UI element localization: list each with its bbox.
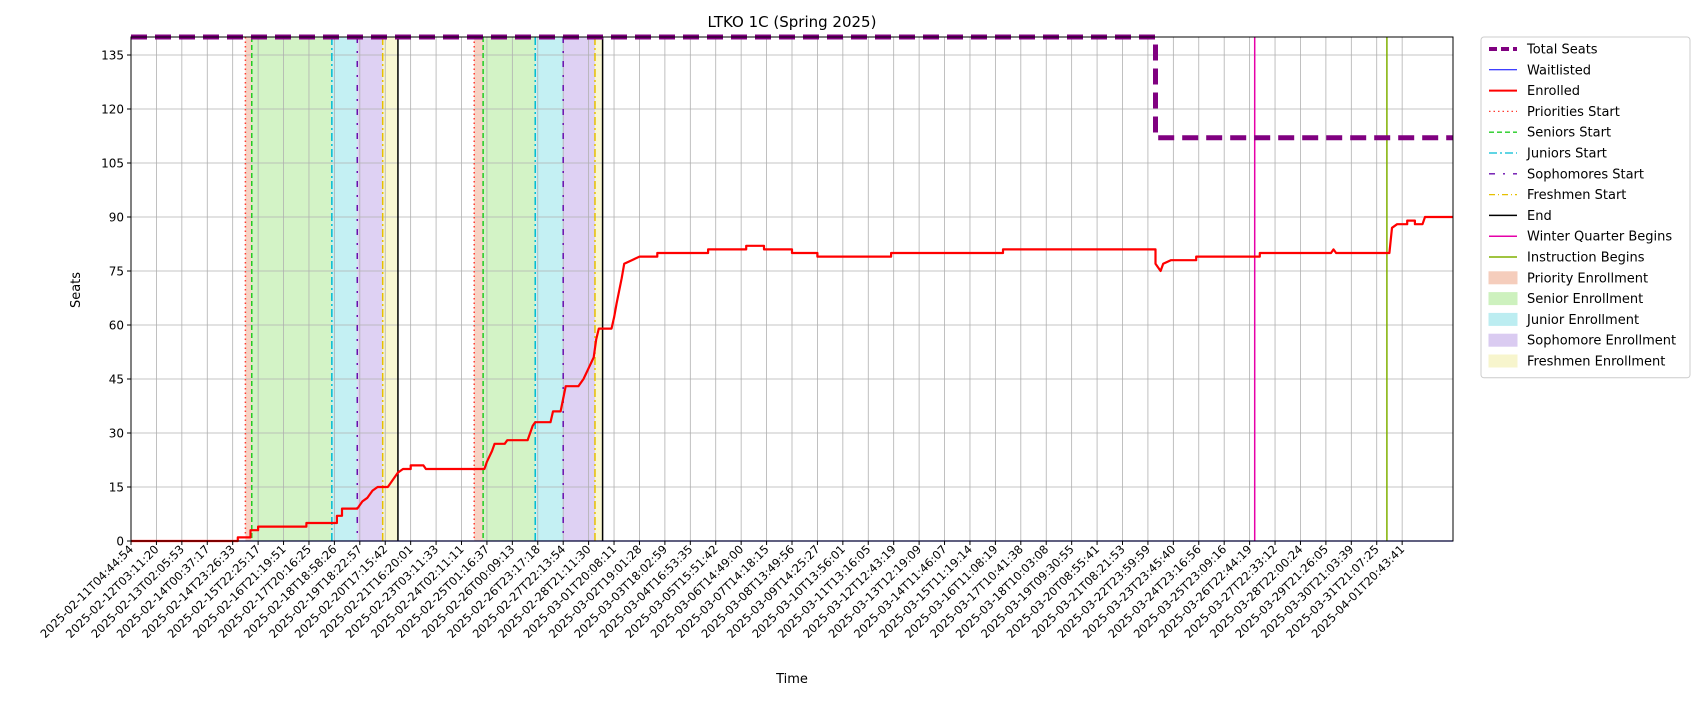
legend-entry: Seniors Start [1489, 126, 1611, 141]
y-tick-label: 90 [109, 211, 124, 225]
chart-title: LTKO 1C (Spring 2025) [708, 13, 877, 31]
y-tick-label: 135 [101, 49, 124, 63]
legend-entry: Enrolled [1489, 84, 1580, 99]
legend-swatch [1488, 333, 1518, 347]
y-tick-label: 30 [109, 427, 124, 441]
y-tick-label: 75 [109, 265, 124, 279]
legend-label: End [1527, 209, 1552, 224]
y-tick-label: 120 [101, 103, 124, 117]
legend-entry: Priority Enrollment [1488, 271, 1648, 286]
plot-area: 01530456075901051201352025-02-11T04:44:5… [37, 34, 1454, 641]
shaded-region [563, 37, 595, 541]
y-tick-label: 45 [109, 373, 124, 387]
y-tick-label: 0 [116, 535, 124, 549]
legend-label: Senior Enrollment [1527, 292, 1643, 307]
legend-label: Instruction Begins [1527, 251, 1645, 266]
shaded-region [474, 37, 484, 541]
legend: Total Seats Waitlisted Enrolled Priorities … [1480, 36, 1691, 379]
shaded-region [535, 37, 564, 541]
legend-entry: Sophomore Enrollment [1488, 333, 1676, 349]
legend-swatch [1488, 354, 1518, 368]
legend-label: Junior Enrollment [1526, 313, 1639, 328]
shaded-region [245, 37, 252, 541]
shaded-region [251, 37, 332, 541]
legend-entry: Sophomores Start [1489, 167, 1644, 182]
legend-label: Enrolled [1527, 84, 1580, 99]
legend-label: Seniors Start [1527, 126, 1611, 141]
shaded-region [357, 37, 383, 541]
series-line [131, 215, 1453, 543]
legend-entry: Senior Enrollment [1488, 292, 1643, 307]
legend-entry: Waitlisted [1489, 63, 1591, 78]
legend-entry: Winter Quarter Begins [1489, 230, 1672, 245]
shaded-region [331, 37, 358, 541]
x-axis-label: Time [775, 672, 808, 687]
legend-entry: Freshmen Enrollment [1488, 354, 1665, 370]
y-axis-label: Seats [69, 272, 84, 308]
legend-label: Sophomore Enrollment [1527, 334, 1676, 349]
y-tick-label: 15 [109, 481, 124, 495]
legend-entry: Total Seats [1489, 43, 1598, 58]
y-tick-label: 105 [101, 157, 124, 171]
legend-label: Freshmen Start [1527, 188, 1626, 203]
legend-entry: Priorities Start [1489, 105, 1620, 120]
legend-label: Sophomores Start [1527, 167, 1644, 182]
legend-entry: Instruction Begins [1489, 251, 1645, 266]
legend-label: Total Seats [1526, 43, 1598, 58]
legend-label: Juniors Start [1526, 147, 1607, 162]
legend-label: Priority Enrollment [1527, 271, 1648, 286]
legend-label: Waitlisted [1527, 63, 1591, 78]
shaded-region [483, 37, 536, 541]
legend-entry: Freshmen Start [1489, 188, 1626, 203]
legend-swatch [1488, 271, 1518, 285]
legend-box [1480, 36, 1691, 379]
legend-label: Priorities Start [1527, 105, 1620, 120]
legend-label: Winter Quarter Begins [1527, 230, 1672, 245]
shaded-region [594, 37, 603, 541]
legend-entry: Juniors Start [1489, 147, 1607, 162]
legend-swatch [1488, 292, 1518, 306]
legend-swatch [1488, 312, 1518, 326]
legend-entry: End [1489, 209, 1552, 224]
legend-label: Freshmen Enrollment [1527, 355, 1665, 370]
legend-entry: Junior Enrollment [1488, 312, 1639, 328]
y-tick-label: 60 [109, 319, 124, 333]
